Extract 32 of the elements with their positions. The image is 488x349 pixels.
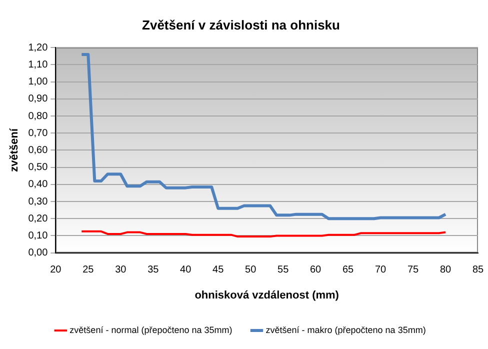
x-tick-label: 40 (180, 264, 192, 276)
x-tick-label: 70 (374, 264, 387, 276)
x-tick-label: 25 (82, 264, 94, 276)
x-tick-label: 80 (440, 264, 452, 276)
x-tick-label: 65 (342, 264, 354, 276)
y-tick-label: 1,00 (28, 76, 48, 88)
y-tick-label: 0,50 (28, 162, 48, 174)
y-axis-title: zvětšení (8, 128, 21, 172)
y-tick-label: 0,30 (28, 196, 48, 208)
x-tick-label: 50 (245, 264, 257, 276)
y-tick-label: 0,70 (28, 128, 48, 139)
y-tick-label: 0,00 (28, 248, 48, 259)
y-tick-label: 1,20 (28, 42, 48, 54)
y-tick-label: 0,40 (28, 179, 48, 190)
x-tick-label: 20 (50, 264, 62, 276)
x-tick-label: 55 (278, 264, 290, 276)
x-tick-label: 60 (310, 264, 322, 276)
y-tick-label: 1,10 (28, 59, 48, 70)
y-tick-label: 0,60 (28, 144, 48, 156)
legend-label: zvětšení - normal (přepočteno na 35mm) (70, 324, 232, 335)
x-tick-label: 45 (212, 264, 224, 276)
legend-label: zvětšení - makro (přepočteno na 35mm) (266, 324, 426, 335)
x-tick-label: 75 (407, 264, 420, 276)
y-tick-label: 0,80 (28, 110, 48, 122)
y-tick-label: 0,20 (28, 213, 48, 224)
x-tick-label: 85 (472, 264, 484, 276)
chart-title: Zvětšení v závislosti na ohnisku (142, 17, 340, 32)
x-tick-label: 35 (148, 264, 160, 276)
y-tick-label: 0,90 (28, 94, 48, 105)
x-axis-title: ohnisková vzdálenost (mm) (194, 289, 340, 302)
y-tick-label: 0,10 (28, 230, 48, 242)
x-tick-label: 30 (115, 264, 127, 276)
